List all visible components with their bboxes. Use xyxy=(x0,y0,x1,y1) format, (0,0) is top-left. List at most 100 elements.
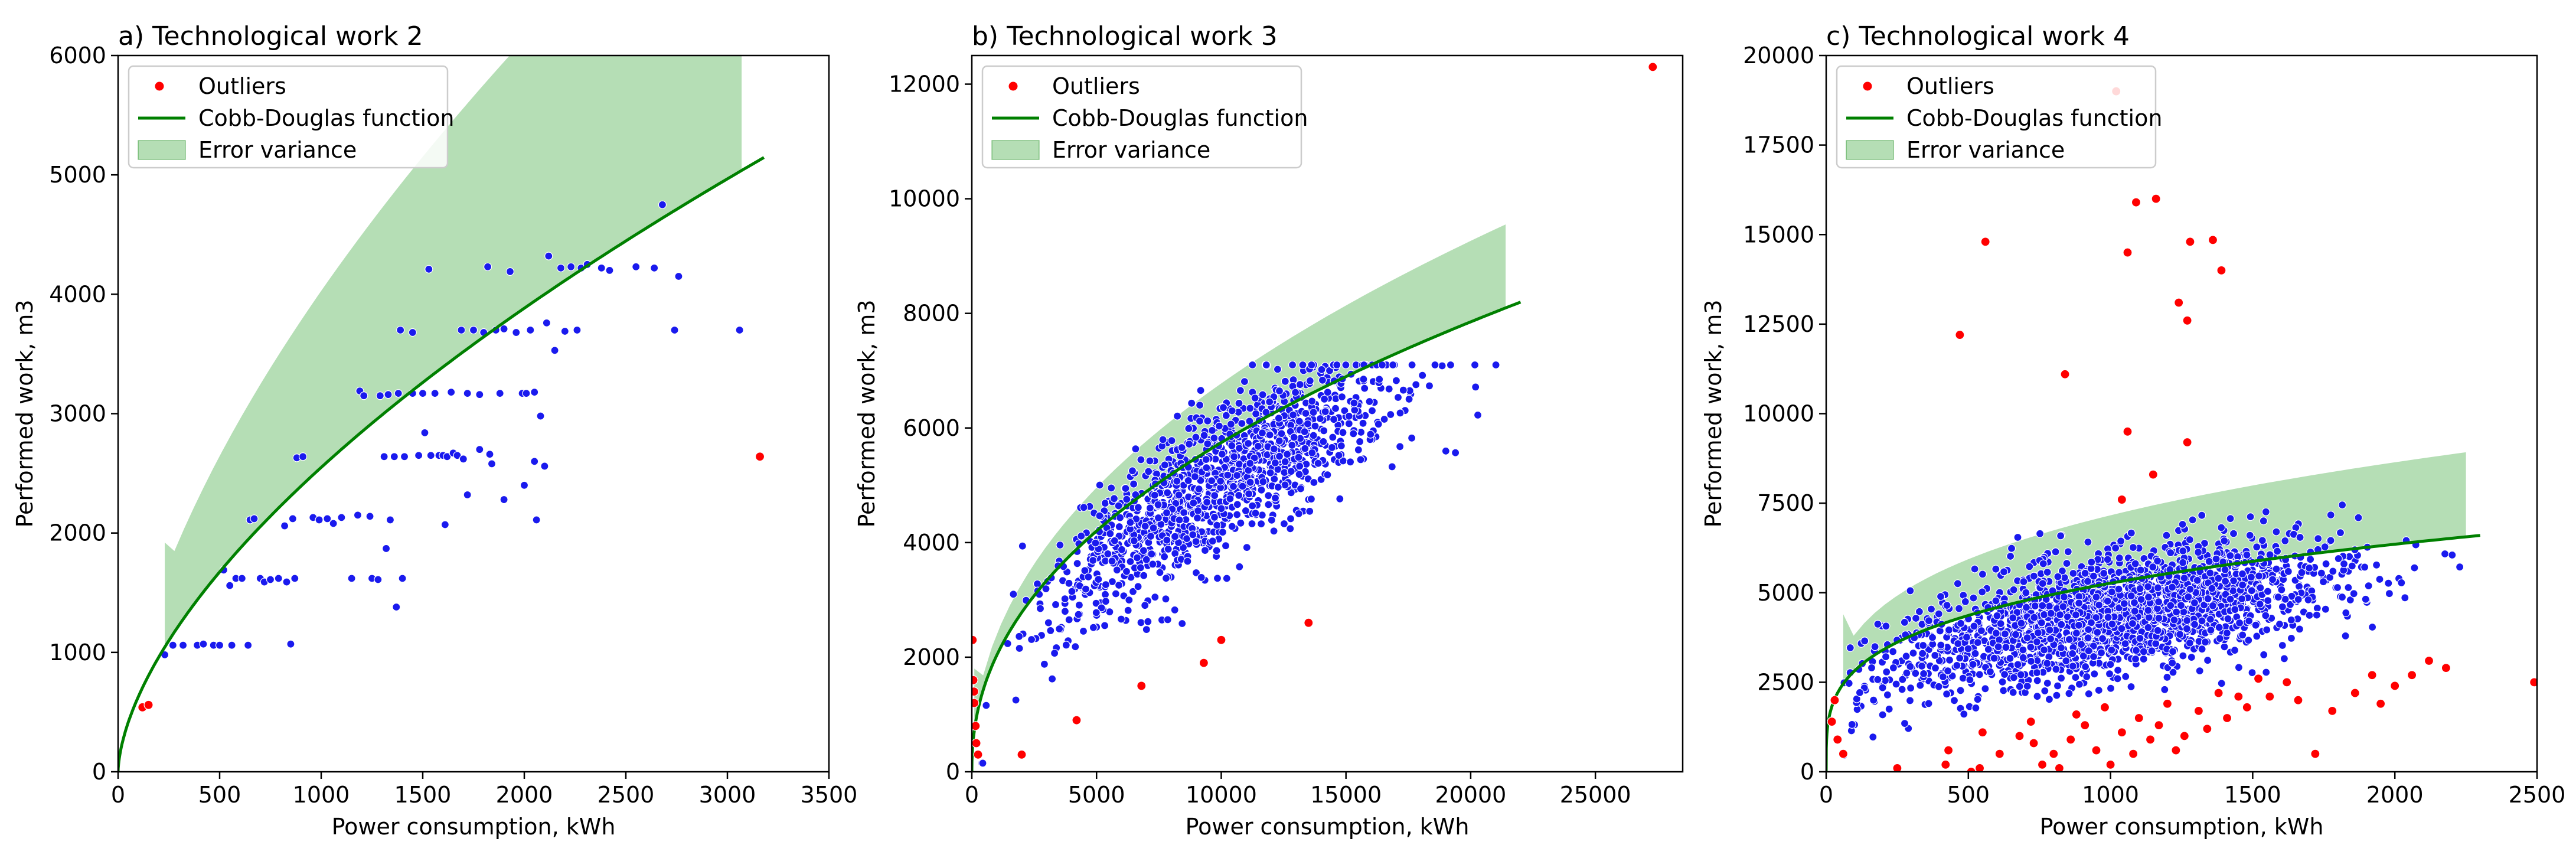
data-point xyxy=(2272,565,2281,573)
data-point xyxy=(2038,601,2047,610)
data-point xyxy=(2221,577,2230,586)
data-point xyxy=(1973,638,1982,647)
data-point xyxy=(2154,614,2163,623)
data-point xyxy=(2215,634,2224,643)
outlier-point xyxy=(2529,677,2537,687)
data-point xyxy=(2153,583,2162,592)
data-point xyxy=(282,578,291,586)
data-point xyxy=(1310,478,1318,487)
data-point xyxy=(1927,605,1936,614)
outlier-point xyxy=(2213,688,2224,698)
data-point xyxy=(1060,594,1069,603)
data-point xyxy=(2117,624,2126,633)
data-point xyxy=(2322,559,2330,569)
data-point xyxy=(1191,433,1200,442)
data-point xyxy=(2127,591,2136,601)
data-point xyxy=(499,495,508,504)
data-point xyxy=(1934,609,1943,618)
data-points xyxy=(161,200,744,659)
data-point xyxy=(1881,653,1891,661)
data-point xyxy=(1167,436,1176,445)
x-tick-label: 2000 xyxy=(2366,782,2424,808)
x-tick-label: 5000 xyxy=(1068,782,1125,808)
data-point xyxy=(1916,681,1925,690)
data-point xyxy=(1137,455,1145,464)
data-point xyxy=(2287,615,2296,625)
data-point xyxy=(544,252,553,260)
data-point xyxy=(1175,516,1184,524)
data-point xyxy=(530,388,539,397)
data-point xyxy=(1235,491,1243,500)
data-point xyxy=(536,412,545,420)
data-point xyxy=(1319,437,1328,446)
data-point xyxy=(2023,633,2032,642)
data-point xyxy=(2144,593,2153,602)
data-point xyxy=(1906,586,1915,595)
data-point xyxy=(2128,543,2137,552)
data-point xyxy=(1331,404,1340,413)
data-point xyxy=(1221,541,1230,550)
data-point xyxy=(2015,682,2024,691)
data-point xyxy=(530,457,539,466)
data-point xyxy=(1878,710,1887,719)
data-point xyxy=(1248,519,1256,528)
data-point xyxy=(1258,429,1266,438)
outlier-point xyxy=(2253,674,2264,684)
data-point xyxy=(1338,428,1347,437)
x-tick-label: 1500 xyxy=(394,782,452,808)
data-point xyxy=(1321,407,1330,416)
data-point xyxy=(1309,408,1318,417)
data-point xyxy=(384,390,393,399)
data-point xyxy=(735,325,744,335)
data-point xyxy=(2242,550,2251,559)
data-point xyxy=(1991,596,2000,605)
data-point xyxy=(2077,640,2086,649)
data-point xyxy=(1337,441,1346,451)
outlier-point xyxy=(2091,745,2101,755)
data-point xyxy=(982,701,991,710)
data-point xyxy=(1160,552,1169,561)
data-point xyxy=(1330,415,1338,424)
data-point xyxy=(2397,578,2406,588)
data-point xyxy=(2127,682,2136,691)
data-point xyxy=(2212,554,2221,563)
data-point xyxy=(1350,406,1359,415)
legend-curve-label: Cobb-Douglas function xyxy=(1052,105,1308,131)
data-point xyxy=(1942,601,1951,610)
data-point xyxy=(2113,674,2122,683)
data-point xyxy=(2251,621,2260,629)
data-point xyxy=(2214,574,2223,583)
data-point xyxy=(2103,555,2112,564)
data-point xyxy=(2198,511,2206,520)
data-point xyxy=(1245,490,1253,498)
data-point xyxy=(2215,623,2224,632)
y-axis-label: Performed work, m3 xyxy=(12,299,38,527)
data-point xyxy=(520,481,529,490)
data-point xyxy=(2277,585,2286,594)
data-point xyxy=(1356,455,1365,464)
data-point xyxy=(1095,481,1104,490)
data-point xyxy=(1873,619,1882,629)
outlier-point xyxy=(2182,315,2192,325)
data-point xyxy=(2183,616,2192,625)
data-point xyxy=(2040,645,2049,654)
data-point xyxy=(1264,491,1273,500)
data-point xyxy=(1900,719,1909,728)
data-point xyxy=(1975,670,1984,679)
data-point xyxy=(1114,580,1124,590)
data-point xyxy=(2040,610,2049,619)
x-tick-label: 20000 xyxy=(1435,782,1506,808)
data-point xyxy=(2108,619,2117,628)
data-point xyxy=(2456,563,2464,572)
data-point xyxy=(2089,572,2098,580)
data-point xyxy=(526,325,535,335)
data-point xyxy=(2190,620,2199,629)
data-point xyxy=(2179,558,2188,567)
data-point xyxy=(1296,484,1305,493)
data-point xyxy=(1089,556,1098,565)
data-point xyxy=(1389,360,1398,370)
data-point xyxy=(1226,494,1235,503)
data-point xyxy=(1258,390,1267,399)
data-point xyxy=(2131,559,2140,568)
data-point xyxy=(2100,569,2108,578)
